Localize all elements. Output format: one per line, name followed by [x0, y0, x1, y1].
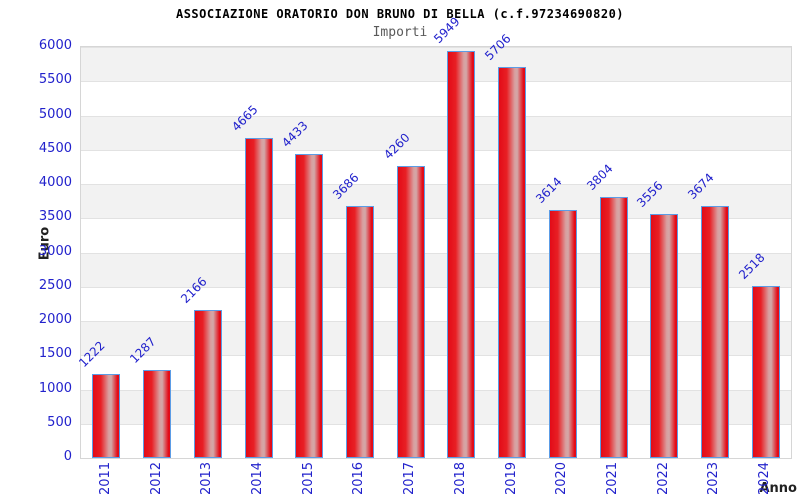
x-tick-label: 2022 [643, 458, 683, 498]
plot-band-gray [81, 321, 791, 356]
plot-band-gray [81, 389, 791, 424]
y-tick-label: 1500 [38, 346, 72, 362]
bar-2022 [650, 214, 679, 458]
plot-area [80, 46, 792, 459]
bar-2012 [143, 369, 172, 458]
bar-2023 [700, 206, 729, 458]
plot-band-white [81, 423, 791, 458]
x-tick-year: 2012 [148, 461, 164, 495]
y-tick-label: 6000 [38, 38, 72, 53]
x-tick-year: 2013 [199, 461, 215, 495]
plot-band-white [81, 355, 791, 389]
x-tick-label: 2011 [85, 458, 125, 498]
chart-title: ASSOCIAZIONE ORATORIO DON BRUNO DI BELLA… [175, 7, 625, 21]
x-tick-year: 2021 [605, 461, 620, 495]
bar-2014 [244, 138, 273, 458]
y-tick-label: 2500 [38, 277, 72, 293]
y-tick-label: 3500 [38, 209, 72, 225]
bar-2015 [295, 154, 324, 458]
x-tick-label: 2019 [491, 458, 531, 498]
plot-band-white [81, 286, 791, 321]
y-tick-label: 500 [47, 414, 72, 430]
y-tick-label: 5000 [38, 106, 72, 122]
bar-2020 [548, 210, 577, 458]
y-tick-label: 3000 [38, 243, 72, 259]
bar-2017 [396, 166, 425, 458]
x-tick-year: 2016 [351, 461, 367, 495]
x-tick-year: 2023 [706, 461, 722, 495]
bar-2016 [345, 205, 374, 458]
x-tick-year: 2014 [250, 461, 265, 495]
x-tick-year: 2020 [554, 461, 570, 495]
x-tick-label: 2020 [542, 458, 582, 498]
x-tick-label: 2021 [593, 458, 633, 498]
x-tick-year: 2011 [97, 461, 113, 495]
x-tick-year: 2018 [452, 461, 468, 495]
x-tick-label: 2017 [390, 458, 430, 498]
bar-2021 [599, 197, 628, 458]
bar-2024 [751, 285, 780, 458]
y-tick-label: 2000 [38, 312, 72, 327]
bar-2013 [193, 309, 222, 458]
y-tick-label: 1000 [38, 380, 72, 396]
y-tick-label: 4500 [38, 140, 72, 156]
x-axis-title: Anno [759, 481, 797, 496]
x-tick-label: 2024 [745, 458, 785, 498]
x-tick-year: 2022 [655, 461, 671, 495]
x-tick-year: 2017 [402, 461, 418, 495]
x-tick-label: 2018 [440, 458, 480, 498]
x-tick-label: 2016 [339, 458, 379, 498]
plot-band-gray [81, 47, 791, 82]
bar-2011 [92, 374, 121, 458]
plot-band-white [81, 218, 791, 252]
y-tick-label: 0 [63, 449, 72, 464]
x-tick-label: 2015 [288, 458, 328, 498]
x-tick-year: 2024 [757, 461, 773, 495]
plot-band-gray [81, 115, 791, 150]
x-tick-year: 2015 [300, 461, 316, 495]
bar-2019 [498, 67, 527, 458]
x-tick-label: 2014 [238, 458, 278, 498]
plot-band-gray [81, 184, 791, 219]
x-tick-label: 2013 [187, 458, 227, 498]
plot-band-gray [81, 252, 791, 287]
y-tick-label: 5500 [38, 72, 72, 88]
plot-band-white [81, 81, 791, 115]
y-tick-label: 4000 [38, 175, 72, 190]
x-tick-label: 2012 [136, 458, 176, 498]
x-tick-label: 2023 [694, 458, 734, 498]
x-tick-year: 2019 [503, 461, 519, 495]
chart-subtitle: Importi [372, 25, 428, 40]
bar-2018 [447, 50, 476, 458]
plot-band-white [81, 149, 791, 184]
